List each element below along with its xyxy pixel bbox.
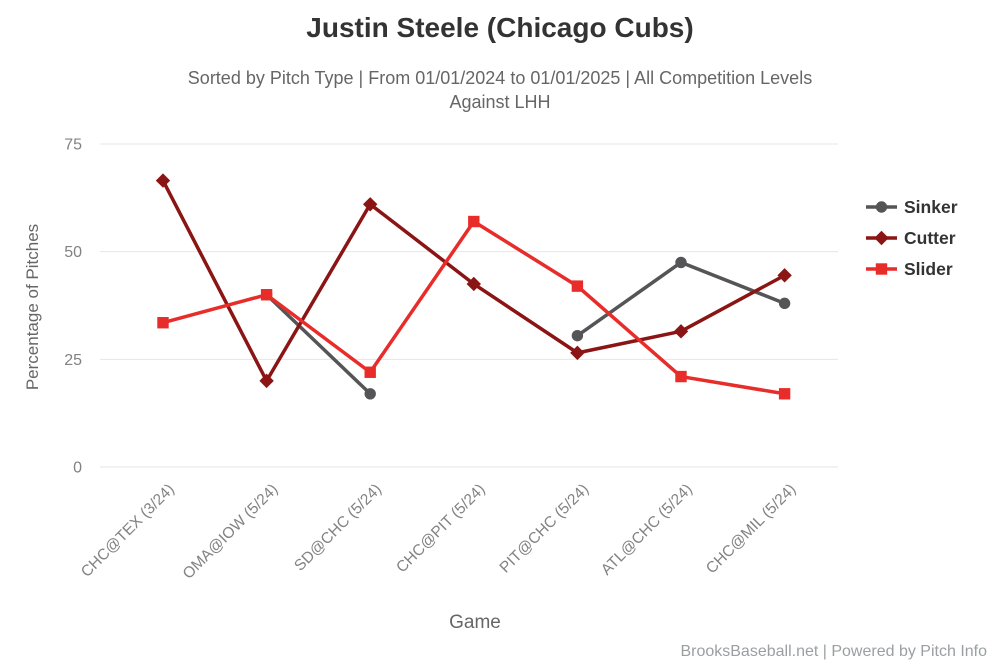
- data-point-cutter-5[interactable]: [673, 324, 689, 339]
- x-tick-label: PIT@CHC (5/24): [497, 481, 593, 577]
- data-point-cutter-4[interactable]: [570, 345, 585, 361]
- legend-label-cutter: Cutter: [904, 228, 956, 248]
- series-line-slider: [161, 219, 787, 396]
- data-point-slider-5[interactable]: [675, 370, 687, 383]
- data-point-cutter-3[interactable]: [466, 276, 481, 292]
- data-point-slider-3[interactable]: [468, 215, 480, 228]
- chart-subtitle-line1: Sorted by Pitch Type | From 01/01/2024 t…: [187, 68, 813, 88]
- chart-subtitle-line2: Against LHH: [449, 92, 551, 112]
- x-tick-label: OMA@IOW (5/24): [180, 481, 282, 583]
- data-point-cutter-2[interactable]: [363, 197, 378, 212]
- y-tick-label: 50: [64, 244, 82, 261]
- y-tick-label: 75: [64, 137, 82, 154]
- data-point-sinker-6[interactable]: [778, 297, 791, 310]
- legend-item-sinker[interactable]: Sinker: [866, 197, 958, 217]
- y-tick-label: 0: [73, 460, 82, 477]
- y-tick-label: 25: [64, 352, 82, 369]
- footer-credit: BrooksBaseball.net | Powered by Pitch In…: [680, 643, 987, 660]
- data-point-slider-2[interactable]: [364, 366, 376, 378]
- x-axis-title: Game: [449, 612, 501, 633]
- data-point-sinker-5[interactable]: [675, 256, 687, 269]
- legend-label-slider: Slider: [904, 259, 953, 279]
- chart-title: Justin Steele (Chicago Cubs): [306, 12, 694, 43]
- legend-label-sinker: Sinker: [904, 197, 958, 217]
- data-point-cutter-1[interactable]: [259, 373, 274, 389]
- x-tick-label: SD@CHC (5/24): [291, 481, 385, 575]
- legend-marker-cutter: [874, 230, 889, 246]
- x-tick-label: CHC@TEX (3/24): [78, 481, 178, 581]
- series-line-sinker: [264, 292, 372, 396]
- data-point-slider-4[interactable]: [571, 280, 584, 292]
- legend-item-slider[interactable]: Slider: [866, 259, 953, 279]
- data-point-slider-1[interactable]: [260, 289, 273, 301]
- legend-marker-sinker: [875, 201, 888, 213]
- legend-marker-slider: [875, 263, 888, 275]
- legend-item-cutter[interactable]: Cutter: [866, 228, 956, 248]
- data-point-slider-6[interactable]: [778, 388, 791, 400]
- data-point-cutter-0[interactable]: [155, 173, 171, 188]
- data-point-sinker-2[interactable]: [364, 388, 376, 400]
- x-tick-label: ATL@CHC (5/24): [598, 481, 696, 579]
- data-point-cutter-6[interactable]: [777, 268, 792, 283]
- data-point-sinker-4[interactable]: [571, 329, 584, 342]
- x-tick-label: CHC@PIT (5/24): [393, 481, 488, 576]
- data-point-slider-0[interactable]: [157, 317, 169, 329]
- x-tick-label: CHC@MIL (5/24): [703, 481, 799, 577]
